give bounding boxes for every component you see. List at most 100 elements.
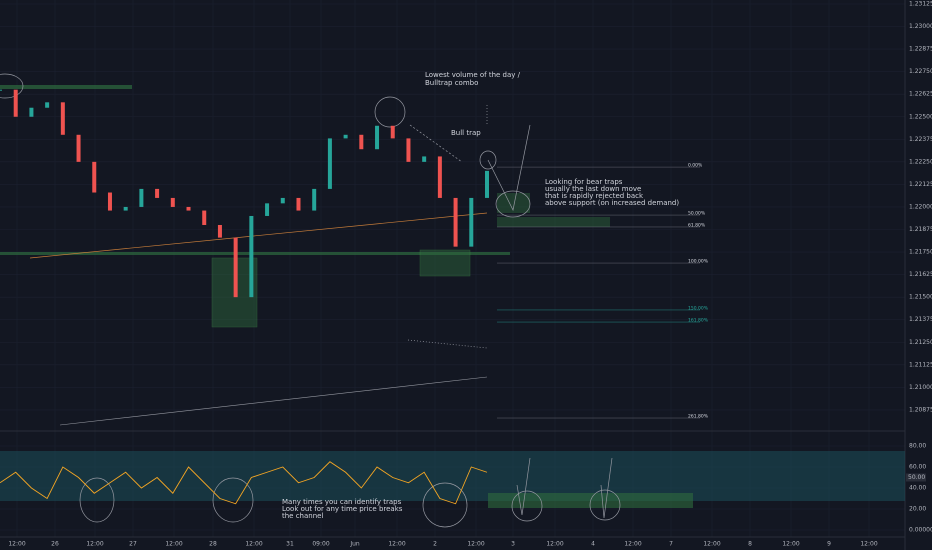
- time-label: 8: [748, 541, 752, 548]
- price-tick-label: 1.22875: [909, 46, 932, 53]
- candle: [29, 107, 34, 117]
- time-label: 12:00: [624, 541, 641, 548]
- time-label: 12:00: [245, 541, 262, 548]
- price-tick-label: 1.21750: [909, 249, 932, 256]
- time-label: 12:00: [8, 541, 25, 548]
- candle: [406, 138, 411, 162]
- price-tick-label: 1.22000: [909, 203, 932, 210]
- pattern-line: [600, 457, 613, 519]
- price-tick-label: 1.21875: [909, 226, 932, 233]
- channel-band: [0, 451, 905, 501]
- time-label: 12:00: [703, 541, 720, 548]
- annotation: Bulltrap combo: [425, 79, 478, 87]
- time-label: 12:00: [388, 541, 405, 548]
- highlight-circle: [422, 482, 468, 528]
- candle: [76, 134, 81, 162]
- fib-label: 150.00%: [688, 305, 709, 311]
- candle: [375, 125, 380, 150]
- highlight-circle: [79, 477, 115, 523]
- arrow-line: [409, 124, 463, 163]
- candle: [170, 197, 175, 207]
- time-label: 2: [433, 541, 437, 548]
- annotation: Bull trap: [451, 129, 481, 137]
- candle: [485, 170, 489, 198]
- annotation: Look out for any time price breaks: [282, 505, 403, 513]
- price-tick-label: 1.21250: [909, 339, 932, 346]
- highlight-circle: [479, 150, 497, 170]
- oscillator-line: [0, 461, 488, 505]
- zone: [497, 193, 530, 213]
- candle: [249, 215, 254, 298]
- time-label: 12:00: [860, 541, 877, 548]
- candle: [437, 156, 442, 198]
- candle: [202, 210, 207, 225]
- oscillator-tick-label: 80.00: [909, 443, 926, 450]
- price-tick-label: 1.20875: [909, 406, 932, 413]
- zone: [419, 249, 471, 277]
- price-tick-label: 1.22375: [909, 136, 932, 143]
- time-label: 12:00: [165, 541, 182, 548]
- time-label: 9: [827, 541, 831, 548]
- highlight-circle: [374, 96, 406, 128]
- candle: [469, 197, 474, 247]
- price-tick-label: 1.21625: [909, 271, 932, 278]
- fib-label: 161.80%: [688, 318, 709, 324]
- candle: [233, 237, 238, 298]
- price-tick-label: 1.22500: [909, 113, 932, 120]
- candle: [327, 138, 332, 189]
- fib-label: 261.80%: [688, 414, 709, 420]
- candle: [186, 206, 191, 211]
- trend-line: [59, 376, 488, 426]
- candle: [390, 125, 395, 139]
- annotation: Many times you can identify traps: [282, 498, 402, 506]
- time-label: 3: [511, 541, 515, 548]
- time-label: 7: [669, 541, 673, 548]
- annotation: Lowest volume of the day /: [425, 71, 521, 79]
- pattern-line: [487, 124, 531, 212]
- candle: [312, 188, 317, 211]
- highlight-circle: [511, 490, 543, 522]
- highlight-circle: [0, 73, 24, 99]
- candle: [296, 197, 301, 211]
- candle: [359, 134, 364, 150]
- fib-label: 100.00%: [688, 259, 709, 265]
- price-tick-label: 1.22125: [909, 181, 932, 188]
- time-label: 12:00: [782, 541, 799, 548]
- trend-line: [407, 339, 488, 349]
- price-tick-label: 1.22250: [909, 158, 932, 165]
- candle: [343, 134, 348, 139]
- price-tick-label: 1.21375: [909, 316, 932, 323]
- price-tick-label: 1.22750: [909, 68, 932, 75]
- time-label: Jun: [349, 541, 360, 548]
- time-label: 28: [209, 541, 217, 548]
- fib-label: 50.00%: [688, 211, 706, 217]
- candle: [453, 197, 458, 247]
- marks: [0, 89, 700, 505]
- time-label: 4: [591, 541, 595, 548]
- trend-line: [29, 212, 488, 259]
- price-tick-label: 1.23125: [909, 1, 932, 8]
- price-tick-label: 1.22625: [909, 91, 932, 98]
- pattern-line: [516, 457, 531, 516]
- highlight-circle: [212, 477, 254, 523]
- candle: [13, 89, 18, 117]
- time-label: 31: [286, 541, 294, 548]
- zone: [497, 217, 610, 227]
- annotation: usually the last down move: [545, 185, 641, 193]
- time-label: 09:00: [312, 541, 329, 548]
- annotation: Looking for bear traps: [545, 178, 623, 186]
- oscillator-tick-label: 0.00000: [909, 527, 932, 534]
- candle: [45, 102, 50, 108]
- candle: [60, 102, 65, 135]
- candle: [107, 192, 112, 211]
- current-value-box: [906, 473, 926, 482]
- time-label: 12:00: [86, 541, 103, 548]
- annotation: the channel: [282, 512, 323, 520]
- candle: [280, 197, 285, 204]
- fib-label: 61.80%: [688, 222, 706, 228]
- oscillator-tick-label: 60.00: [909, 464, 926, 471]
- annotation: that is rapidly rejected back: [545, 192, 644, 200]
- highlight-circle: [495, 190, 531, 218]
- price-tick-label: 1.21500: [909, 294, 932, 301]
